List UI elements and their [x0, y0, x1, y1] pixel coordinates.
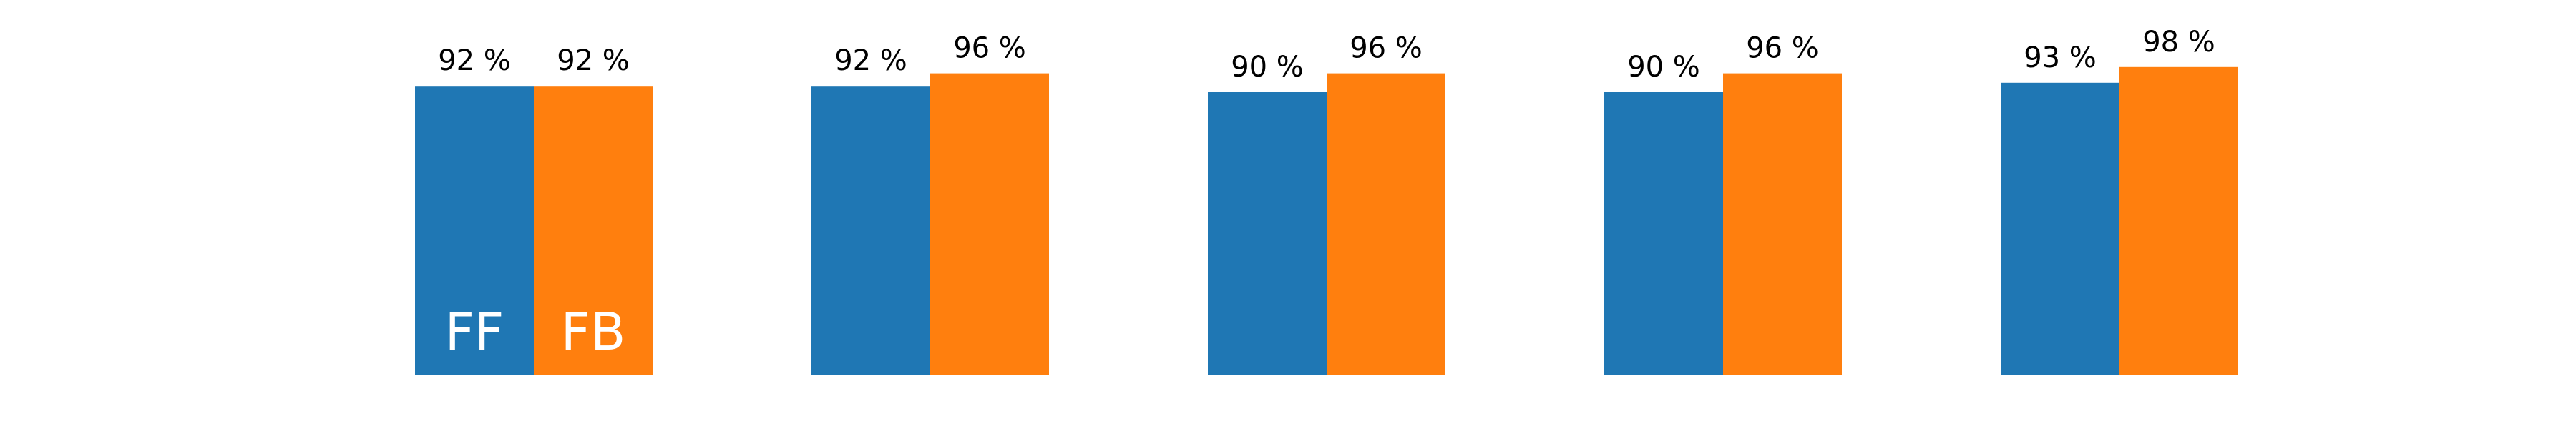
- series-label-fb: FB: [561, 302, 626, 362]
- data-label-ff-5: 93 %: [2024, 41, 2097, 74]
- bar-fb-2: [930, 73, 1049, 375]
- bar-ff-4: [1604, 92, 1723, 375]
- data-label-ff-1: 92 %: [438, 44, 511, 77]
- data-label-ff-2: 92 %: [834, 44, 907, 77]
- data-label-fb-5: 98 %: [2142, 26, 2215, 59]
- data-label-ff-3: 90 %: [1231, 51, 1304, 84]
- bar-ff-5: [2001, 82, 2119, 376]
- bar-ff-2: [811, 86, 930, 375]
- data-label-fb-3: 96 %: [1350, 32, 1423, 65]
- bar-fb-3: [1327, 73, 1445, 375]
- data-label-ff-4: 90 %: [1627, 51, 1700, 84]
- bar-fb-4: [1723, 73, 1842, 375]
- series-label-ff: FF: [445, 302, 504, 362]
- data-label-fb-2: 96 %: [953, 32, 1026, 65]
- bar-fb-5: [2119, 66, 2238, 376]
- bar-fb-1: [534, 86, 653, 375]
- data-label-fb-4: 96 %: [1746, 32, 1819, 65]
- data-label-fb-1: 92 %: [557, 44, 630, 77]
- bar-ff-1: [415, 86, 534, 375]
- bar-ff-3: [1208, 92, 1327, 375]
